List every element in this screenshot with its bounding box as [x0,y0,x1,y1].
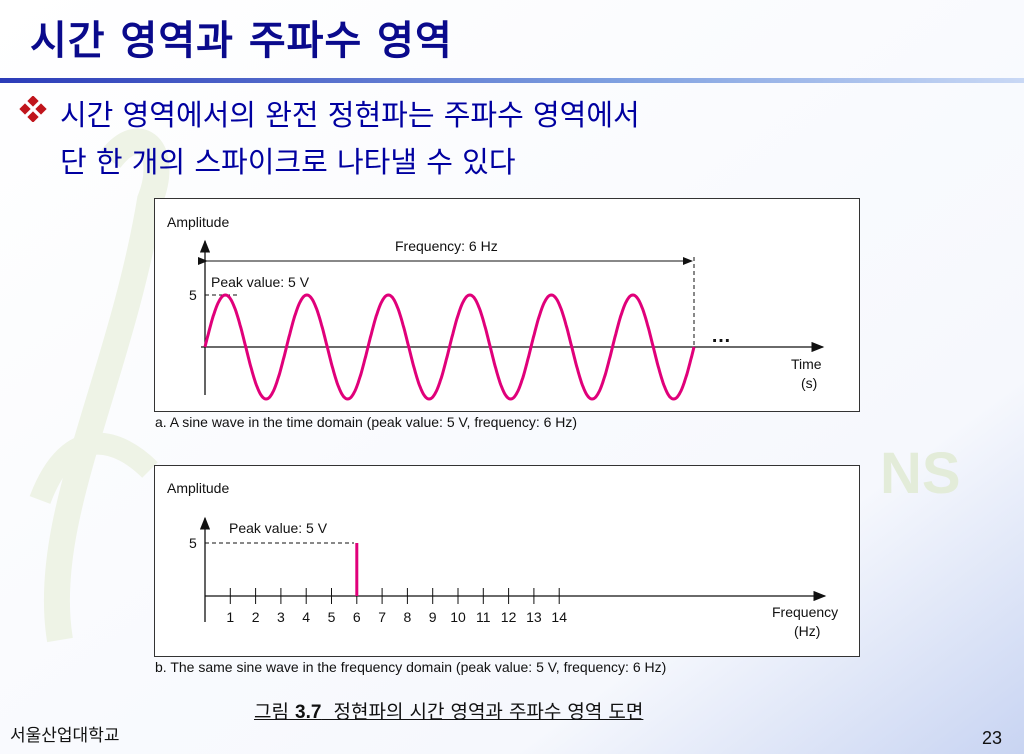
logo-watermark: NS [880,441,961,506]
peak-value-label: Peak value: 5 V [211,274,310,290]
x-tick-label-1: 1 [226,609,234,625]
figure-caption: 그림 3.7 정현파의 시간 영역과 주파수 영역 도면 [254,697,643,724]
x-tick-label-11: 11 [476,609,491,625]
bullet-line-2: 단 한 개의 스파이크로 나타낼 수 있다 [60,145,516,179]
x-tick-label-9: 9 [429,609,437,625]
bullet-text: 시간 영역에서의 완전 정현파는 주파수 영역에서 단 한 개의 스파이크로 나… [60,92,860,186]
x-tick-label-6: 6 [353,609,361,625]
x-tick-label-10: 10 [450,609,466,625]
y-tick-5: 5 [189,535,197,551]
x-axis-unit: (s) [801,375,817,391]
figure-caption-prefix: 그림 [254,701,295,723]
x-tick-label-13: 13 [526,609,542,625]
time-domain-chart: Amplitude 5 Peak value: 5 V Frequency: 6… [167,214,825,401]
frequency-domain-chart: Amplitude 5 Peak value: 5 V 1 2 3 4 5 6 7 8 9 10 1… [167,480,838,639]
time-domain-panel: Amplitude 5 Peak value: 5 V Frequency: 6… [154,198,860,412]
diamond-bullet-icon [19,96,47,122]
frequency-domain-panel: Amplitude 5 Peak value: 5 V 1 2 3 4 5 6 7 8 9 10 1… [154,465,860,657]
x-tick-label-5: 5 [328,609,336,625]
x-axis-label: Frequency [772,604,838,620]
slide-title: 시간 영역과 주파수 영역 [30,18,453,64]
x-ticks: 1 2 3 4 5 6 7 8 9 10 11 12 13 14 [204,588,567,625]
page-number: 23 [981,728,1002,748]
x-tick-label-3: 3 [277,609,285,625]
y-axis-label: Amplitude [167,214,229,230]
continuation-dots: … [711,325,731,347]
title-underline-divider [0,78,1024,83]
peak-value-label: Peak value: 5 V [229,520,328,536]
x-axis-label: Time [791,356,822,372]
y-axis-label: Amplitude [167,480,229,496]
figure-b-caption: b. The same sine wave in the frequency d… [155,659,667,675]
figure-caption-text: 정현파의 시간 영역과 주파수 영역 도면 [321,701,644,723]
x-tick-label-12: 12 [501,609,517,625]
x-tick-label-14: 14 [551,609,567,625]
x-tick-label-4: 4 [302,609,310,625]
frequency-label: Frequency: 6 Hz [395,238,498,254]
figure-a-caption: a. A sine wave in the time domain (peak … [155,414,578,430]
y-tick-5: 5 [189,287,197,303]
x-tick-label-7: 7 [378,609,386,625]
sine-wave-series [203,293,696,401]
footer-university: 서울산업대학교 [10,726,120,746]
x-tick-label-2: 2 [252,609,260,625]
x-axis-unit: (Hz) [794,623,820,639]
figure-caption-number: 3.7 [295,702,322,723]
x-tick-label-8: 8 [404,609,412,625]
bullet-line-1: 시간 영역에서의 완전 정현파는 주파수 영역에서 [60,98,640,132]
